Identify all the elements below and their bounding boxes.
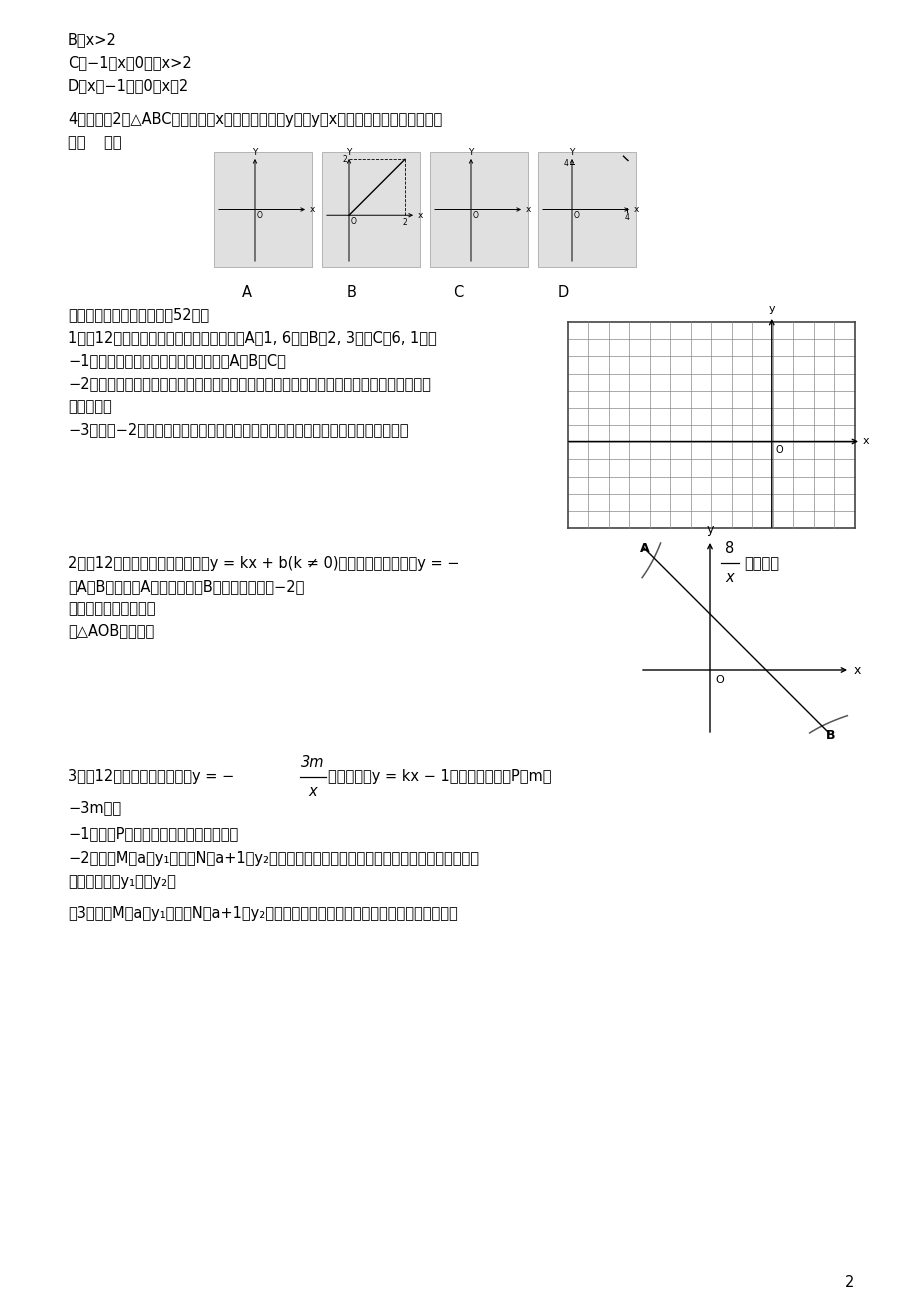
Text: 2: 2 bbox=[844, 1275, 854, 1290]
Text: O: O bbox=[351, 217, 357, 227]
Bar bbox=[538, 152, 635, 267]
Text: 3m: 3m bbox=[301, 755, 324, 769]
Bar bbox=[214, 152, 312, 267]
Text: x: x bbox=[309, 784, 317, 799]
Text: 4．面积为2的△ABC，一边长为x，这边上的高为y，则y与x的变化规律用图象表示大致: 4．面积为2的△ABC，一边长为x，这边上的高为y，则y与x的变化规律用图象表示… bbox=[68, 112, 442, 128]
Text: O: O bbox=[256, 211, 263, 220]
Text: 4: 4 bbox=[563, 160, 568, 168]
Text: 的性质，说明y₁大于y₂；: 的性质，说明y₁大于y₂； bbox=[68, 874, 176, 889]
Text: Y: Y bbox=[252, 148, 257, 158]
Text: 像的草图；: 像的草图； bbox=[68, 398, 111, 414]
Text: 的图象交: 的图象交 bbox=[743, 556, 778, 572]
Text: O: O bbox=[472, 211, 479, 220]
Text: x: x bbox=[526, 204, 531, 214]
Text: 3．（12分）已知反比例函数y = −: 3．（12分）已知反比例函数y = − bbox=[68, 769, 234, 784]
Text: 2: 2 bbox=[403, 219, 407, 228]
Text: x: x bbox=[853, 664, 860, 677]
Text: −1）求点P的坐标和两个函数的解析式；: −1）求点P的坐标和两个函数的解析式； bbox=[68, 825, 238, 841]
Text: Y: Y bbox=[346, 148, 351, 158]
Text: 求△AOB的面积．: 求△AOB的面积． bbox=[68, 622, 154, 638]
Text: x: x bbox=[310, 204, 315, 214]
Text: −1）在下面的平面直角坐标系中描出点A、B、C；: −1）在下面的平面直角坐标系中描出点A、B、C； bbox=[68, 353, 286, 368]
Text: −2）根据你所学过的函数类型，推测这三个点会同时在哪种函数的图像上，画出你推测的图: −2）根据你所学过的函数类型，推测这三个点会同时在哪种函数的图像上，画出你推测的… bbox=[68, 376, 430, 391]
Text: O: O bbox=[775, 445, 783, 456]
Text: x: x bbox=[725, 570, 733, 585]
Text: −3）求出−2）中你推测的图像的函数解析式，并说明该函数的图像一定过这三点．: −3）求出−2）中你推测的图像的函数解析式，并说明该函数的图像一定过这三点． bbox=[68, 422, 408, 437]
Text: B．x>2: B．x>2 bbox=[68, 33, 117, 47]
Text: Y: Y bbox=[569, 148, 574, 158]
Text: 2．（12分）如图，已知一次函数y = kx + b(k ≠ 0)的图象与反比例函数y = −: 2．（12分）如图，已知一次函数y = kx + b(k ≠ 0)的图象与反比例… bbox=[68, 556, 459, 572]
Text: （3）若点M（a，y₁）和点N（a+1，y₂）都在反比例函数的图象上．试通过计算或利用反: （3）若点M（a，y₁）和点N（a+1，y₂）都在反比例函数的图象上．试通过计算… bbox=[68, 906, 458, 921]
Text: 三、用心想一想（本大题內52分）: 三、用心想一想（本大题內52分） bbox=[68, 307, 209, 322]
Text: B: B bbox=[346, 285, 357, 299]
Text: y: y bbox=[706, 523, 713, 536]
Text: D．x＜−1，扡0＜x＜2: D．x＜−1，扡0＜x＜2 bbox=[68, 78, 189, 92]
Text: Y: Y bbox=[468, 148, 473, 158]
Text: x: x bbox=[417, 211, 423, 220]
Bar bbox=[322, 152, 420, 267]
Text: D: D bbox=[558, 285, 569, 299]
Text: 8: 8 bbox=[724, 542, 734, 556]
Text: 和一次函数y = kx − 1的图象都经过点P（m，: 和一次函数y = kx − 1的图象都经过点P（m， bbox=[328, 769, 550, 784]
Text: O: O bbox=[714, 674, 723, 685]
Bar bbox=[429, 152, 528, 267]
Text: x: x bbox=[862, 436, 868, 447]
Text: B: B bbox=[825, 729, 834, 742]
Text: x: x bbox=[633, 204, 639, 214]
Text: O: O bbox=[573, 211, 579, 220]
Text: C．−1＜x＜0，或x>2: C．−1＜x＜0，或x>2 bbox=[68, 55, 191, 70]
Text: −2）若点M（a，y₁）和点N（a+1，y₂）都在一次函数的图象上．试通过计算或利用一次函数: −2）若点M（a，y₁）和点N（a+1，y₂）都在一次函数的图象上．试通过计算或… bbox=[68, 852, 479, 866]
Text: y: y bbox=[767, 303, 774, 314]
Text: A: A bbox=[242, 285, 252, 299]
Text: 求一次函数的解析式，: 求一次函数的解析式， bbox=[68, 602, 155, 616]
Text: 2: 2 bbox=[342, 155, 346, 164]
Text: −3m）．: −3m）． bbox=[68, 799, 121, 815]
Text: 4: 4 bbox=[624, 212, 629, 221]
Text: C: C bbox=[452, 285, 463, 299]
Text: A: A bbox=[640, 542, 650, 555]
Text: 于A、B两点，且A点的横坐标与B点的纵坐标都是−2．: 于A、B两点，且A点的横坐标与B点的纵坐标都是−2． bbox=[68, 579, 304, 594]
Text: 是（    ）．: 是（ ）． bbox=[68, 135, 121, 150]
Text: 1．（12分）在平面直角坐标系中，已知点A（1, 6）、B（2, 3）、C（6, 1）．: 1．（12分）在平面直角坐标系中，已知点A（1, 6）、B（2, 3）、C（6,… bbox=[68, 329, 437, 345]
